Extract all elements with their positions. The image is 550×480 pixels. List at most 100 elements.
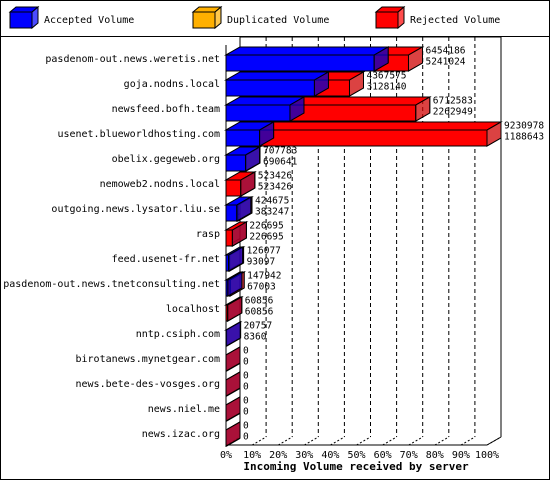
value-label: 0 xyxy=(243,371,249,382)
bar xyxy=(225,54,375,72)
y-tick-label: obelix.gegeweb.org xyxy=(112,154,220,165)
value-label: 6454186 xyxy=(425,46,465,57)
y-tick-label: usenet.blueworldhosting.com xyxy=(57,129,220,140)
bar-side-color xyxy=(407,46,423,72)
bar xyxy=(225,154,247,172)
bar xyxy=(225,229,233,247)
value-label: 3128140 xyxy=(366,82,406,93)
value-label: 147942 xyxy=(247,271,281,282)
bar-side-color xyxy=(245,146,261,172)
value-label: 60856 xyxy=(245,296,274,307)
value-label: 226695 xyxy=(249,232,283,243)
value-label: 9230978 xyxy=(504,121,544,132)
bar xyxy=(225,129,261,147)
y-tick-label: goja.nodns.local xyxy=(124,79,220,90)
x-tick-label: 0% xyxy=(220,450,232,461)
y-tick-label: localhost xyxy=(166,304,220,315)
legend-swatch-side xyxy=(397,5,405,30)
value-label: 6712583 xyxy=(433,96,473,107)
tick-mark xyxy=(277,436,293,446)
value-label: 67003 xyxy=(247,282,276,293)
bar-side-color xyxy=(373,46,389,72)
value-label: 20757 xyxy=(244,321,273,332)
y-tick-label: rasp xyxy=(196,229,220,240)
y-tick-label: pasdenom-out.news.weretis.net xyxy=(45,54,220,65)
bar-side-color xyxy=(227,296,243,322)
value-label: 690641 xyxy=(263,157,298,168)
bar-side-color xyxy=(225,321,241,347)
x-tick-label: 30% xyxy=(295,450,313,461)
x-tick-label: 60% xyxy=(374,450,392,461)
value-label: 5241024 xyxy=(425,57,465,68)
value-label: 0 xyxy=(243,407,249,418)
value-label: 0 xyxy=(243,396,249,407)
value-label: 1188643 xyxy=(504,132,544,143)
value-label: 226695 xyxy=(249,221,283,232)
bar-side-color xyxy=(240,171,256,197)
y-tick-label: news.izac.org xyxy=(142,429,220,440)
bar-side-color xyxy=(348,71,364,97)
tick-mark xyxy=(460,436,476,446)
bar-side-color xyxy=(227,271,243,297)
tick-mark xyxy=(382,436,397,446)
tick-mark xyxy=(356,436,371,446)
y-tick-label: outgoing.news.lysator.liu.se xyxy=(51,204,220,215)
legend-swatch xyxy=(375,11,399,29)
tick-mark xyxy=(251,436,267,446)
x-tick-label: 80% xyxy=(426,450,444,461)
bar-side-color xyxy=(313,71,329,97)
bar-side-color xyxy=(259,121,275,147)
value-label: 523426 xyxy=(258,182,293,193)
legend-swatch-side xyxy=(214,5,222,30)
value-label: 93097 xyxy=(247,257,276,268)
value-label: 4367575 xyxy=(366,71,406,82)
bar-top xyxy=(224,71,331,81)
tick-mark xyxy=(304,436,319,446)
bar-side-color xyxy=(228,246,244,272)
bar-side-color xyxy=(236,196,252,222)
bar-side-color xyxy=(225,346,241,372)
x-tick-label: 40% xyxy=(321,450,339,461)
bar-side-color xyxy=(415,96,431,122)
bar xyxy=(225,204,238,222)
x-tick-label: 70% xyxy=(400,450,418,461)
value-label: 0 xyxy=(243,382,249,393)
value-label: 2262949 xyxy=(433,107,473,118)
x-tick-label: 90% xyxy=(452,450,470,461)
legend-label: Accepted Volume xyxy=(44,15,134,26)
bar xyxy=(225,104,291,122)
legend-label: Duplicated Volume xyxy=(227,15,329,26)
value-label: 707783 xyxy=(263,146,297,157)
legend-swatch xyxy=(192,11,216,29)
bar-side-color xyxy=(486,121,502,147)
y-tick-label: nemoweb2.nodns.local xyxy=(100,179,220,190)
x-axis-title: Incoming Volume received by server xyxy=(243,460,469,473)
y-tick-label: news.bete-des-vosges.org xyxy=(76,379,221,390)
y-tick-label: news.niel.me xyxy=(148,404,220,415)
bar-side-color xyxy=(225,421,241,447)
bar xyxy=(225,179,242,197)
x-tick-label: 20% xyxy=(269,450,287,461)
legend-swatch xyxy=(9,11,33,29)
bar-top xyxy=(224,46,391,56)
bar-side-color xyxy=(225,396,241,422)
value-label: 424675 xyxy=(255,196,289,207)
y-tick-label: nntp.csiph.com xyxy=(136,329,220,340)
legend-label: Rejected Volume xyxy=(410,15,500,26)
bar xyxy=(225,79,315,97)
bar-side-color xyxy=(225,371,241,397)
value-label: 523426 xyxy=(258,171,293,182)
x-tick-label: 10% xyxy=(243,450,261,461)
value-label: 0 xyxy=(243,432,249,443)
y-tick-label: birotanews.mynetgear.com xyxy=(76,354,221,365)
y-tick-label: pasdenom-out.news.tnetconsulting.net xyxy=(3,279,220,290)
value-label: 0 xyxy=(243,421,249,432)
y-tick-label: feed.usenet-fr.net xyxy=(112,254,220,265)
x-tick-label: 100% xyxy=(475,450,499,461)
value-label: 383247 xyxy=(255,207,289,218)
tick-mark xyxy=(434,436,450,446)
y-tick-label: newsfeed.bofh.team xyxy=(112,104,220,115)
value-label: 8360 xyxy=(244,332,267,343)
x-tick-label: 50% xyxy=(347,450,365,461)
